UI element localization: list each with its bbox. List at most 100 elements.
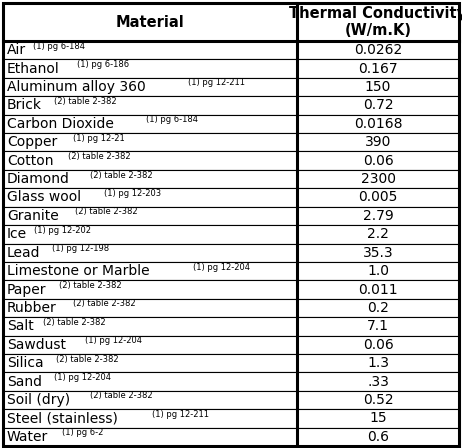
Text: (1) pg 6-2: (1) pg 6-2: [62, 428, 103, 437]
Bar: [3, 225, 297, 244]
Text: (1) pg 12-198: (1) pg 12-198: [52, 244, 109, 253]
Bar: [3, 3, 297, 41]
Text: Glass wool: Glass wool: [7, 190, 81, 204]
Text: Material: Material: [116, 14, 184, 30]
Bar: [3, 262, 297, 280]
Text: 0.167: 0.167: [358, 62, 398, 76]
Bar: [297, 280, 459, 299]
Bar: [3, 60, 297, 78]
Text: Copper: Copper: [7, 135, 57, 149]
Bar: [3, 299, 297, 317]
Text: 0.005: 0.005: [359, 190, 398, 204]
Bar: [3, 336, 297, 354]
Text: 150: 150: [365, 80, 391, 94]
Text: Carbon Dioxide: Carbon Dioxide: [7, 117, 114, 131]
Text: 7.1: 7.1: [367, 319, 389, 333]
Text: (2) table 2-382: (2) table 2-382: [90, 171, 152, 180]
Text: (1) pg 12-211: (1) pg 12-211: [152, 410, 208, 419]
Text: Ethanol: Ethanol: [7, 62, 60, 76]
Text: Granite: Granite: [7, 209, 59, 223]
Text: (2) table 2-382: (2) table 2-382: [43, 318, 106, 327]
Bar: [297, 188, 459, 207]
Bar: [3, 151, 297, 170]
Text: Paper: Paper: [7, 283, 47, 297]
Text: (1) pg 12-21: (1) pg 12-21: [73, 134, 125, 143]
Bar: [3, 133, 297, 151]
Bar: [3, 280, 297, 299]
Text: Cotton: Cotton: [7, 154, 54, 168]
Text: (1) pg 6-186: (1) pg 6-186: [77, 60, 129, 69]
Bar: [297, 170, 459, 188]
Bar: [3, 188, 297, 207]
Text: (2) table 2-382: (2) table 2-382: [68, 152, 131, 161]
Bar: [3, 354, 297, 372]
Text: 15: 15: [369, 411, 387, 426]
Bar: [297, 391, 459, 409]
Bar: [297, 299, 459, 317]
Text: 0.0168: 0.0168: [354, 117, 402, 131]
Text: 0.6: 0.6: [367, 430, 389, 444]
Text: Water: Water: [7, 430, 48, 444]
Text: Ice: Ice: [7, 227, 27, 241]
Bar: [297, 151, 459, 170]
Text: 0.72: 0.72: [363, 99, 393, 112]
Bar: [297, 3, 459, 41]
Text: (2) table 2-382: (2) table 2-382: [90, 392, 152, 401]
Bar: [3, 391, 297, 409]
Bar: [297, 244, 459, 262]
Bar: [3, 244, 297, 262]
Text: (1) pg 12-204: (1) pg 12-204: [85, 336, 142, 345]
Text: 0.06: 0.06: [363, 154, 394, 168]
Text: Diamond: Diamond: [7, 172, 70, 186]
Bar: [297, 60, 459, 78]
Bar: [297, 336, 459, 354]
Bar: [3, 317, 297, 336]
Bar: [3, 41, 297, 60]
Text: 1.3: 1.3: [367, 356, 389, 370]
Text: (2) table 2-382: (2) table 2-382: [54, 97, 116, 106]
Text: (1) pg 12-211: (1) pg 12-211: [188, 78, 244, 87]
Text: 390: 390: [365, 135, 391, 149]
Text: Rubber: Rubber: [7, 301, 57, 315]
Bar: [297, 409, 459, 427]
Text: 2300: 2300: [360, 172, 395, 186]
Text: (1) pg 12-203: (1) pg 12-203: [104, 189, 161, 198]
Bar: [3, 427, 297, 446]
Bar: [297, 133, 459, 151]
Bar: [297, 78, 459, 96]
Text: (2) table 2-382: (2) table 2-382: [73, 299, 135, 308]
Bar: [297, 372, 459, 391]
Text: 0.011: 0.011: [358, 283, 398, 297]
Bar: [297, 427, 459, 446]
Text: 2.2: 2.2: [367, 227, 389, 241]
Bar: [3, 409, 297, 427]
Text: Sand: Sand: [7, 375, 42, 388]
Text: (2) table 2-382: (2) table 2-382: [75, 207, 138, 216]
Bar: [297, 354, 459, 372]
Text: Thermal Conductivity
(W/m.K): Thermal Conductivity (W/m.K): [290, 6, 462, 38]
Text: 35.3: 35.3: [363, 246, 393, 260]
Bar: [3, 207, 297, 225]
Text: (2) table 2-382: (2) table 2-382: [56, 355, 118, 364]
Bar: [297, 207, 459, 225]
Bar: [297, 96, 459, 115]
Text: (1) pg 12-204: (1) pg 12-204: [54, 373, 111, 382]
Text: 1.0: 1.0: [367, 264, 389, 278]
Text: 2.79: 2.79: [363, 209, 394, 223]
Bar: [297, 225, 459, 244]
Bar: [297, 41, 459, 60]
Text: Sawdust: Sawdust: [7, 338, 66, 352]
Bar: [3, 115, 297, 133]
Text: Salt: Salt: [7, 319, 34, 333]
Bar: [3, 78, 297, 96]
Text: Lead: Lead: [7, 246, 41, 260]
Text: 0.0262: 0.0262: [354, 43, 402, 57]
Text: Limestone or Marble: Limestone or Marble: [7, 264, 150, 278]
Bar: [297, 115, 459, 133]
Text: Silica: Silica: [7, 356, 43, 370]
Text: Steel (stainless): Steel (stainless): [7, 411, 118, 426]
Bar: [297, 262, 459, 280]
Text: Air: Air: [7, 43, 26, 57]
Bar: [3, 96, 297, 115]
Text: Soil (dry): Soil (dry): [7, 393, 70, 407]
